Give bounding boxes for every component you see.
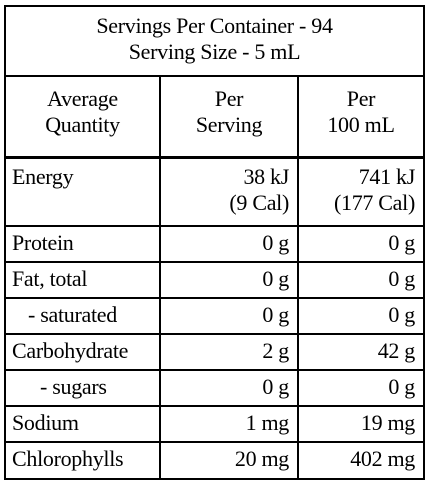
nutrient-label: Protein xyxy=(6,226,160,263)
nutrient-label: Energy xyxy=(6,157,160,227)
per-100ml-value: 42 g xyxy=(298,334,423,371)
per-100ml-value: 0 g xyxy=(298,226,423,263)
table-row: Sodium 1 mg 19 mg xyxy=(6,406,423,443)
per-100ml-value: 0 g xyxy=(298,262,423,299)
nutrient-label: Sodium xyxy=(6,406,160,443)
column-header-text: Quantity xyxy=(45,112,120,137)
table-row: Chlorophylls 20 mg 402 mg xyxy=(6,442,423,478)
per-serving-value: 0 g xyxy=(159,226,299,263)
column-header-text: 100 mL xyxy=(327,112,395,137)
nutrient-label: Carbohydrate xyxy=(6,334,160,371)
column-header-text: Serving xyxy=(195,112,263,137)
column-header-text: Average xyxy=(47,86,118,111)
energy-kj: 741 kJ xyxy=(358,163,416,189)
per-serving-value: 0 g xyxy=(159,298,299,335)
energy-per-serving: 38 kJ (9 Cal) xyxy=(159,157,299,227)
nutrient-label: - saturated xyxy=(6,298,160,335)
column-header-per-100ml: Per 100 mL xyxy=(298,77,423,159)
energy-kj: 38 kJ xyxy=(243,163,289,189)
nutrient-label: Chlorophylls xyxy=(12,446,124,471)
table-row-energy: Energy 38 kJ (9 Cal) 741 kJ (177 Cal) xyxy=(6,157,423,227)
per-100ml-value: 0 g xyxy=(298,370,423,407)
table-row: Fat, total 0 g 0 g xyxy=(6,262,423,299)
column-header-row: Average Quantity Per Serving Per 100 mL xyxy=(6,77,423,159)
servings-per-container: Servings Per Container - 94 xyxy=(96,13,333,38)
column-header-text: Per xyxy=(214,86,244,111)
servings-header: Servings Per Container - 94 Serving Size… xyxy=(6,7,423,77)
per-serving-value: 0 g xyxy=(159,262,299,299)
table-row: Carbohydrate 2 g 42 g xyxy=(6,334,423,371)
per-serving-value: 20 mg xyxy=(159,442,299,478)
energy-cal: (9 Cal) xyxy=(229,189,289,215)
table-row: - saturated 0 g 0 g xyxy=(6,298,423,335)
per-serving-value: 2 g xyxy=(159,334,299,371)
column-header-text: Per xyxy=(346,86,376,111)
column-header-per-serving: Per Serving xyxy=(159,77,299,159)
column-header-average-quantity: Average Quantity xyxy=(6,77,160,159)
per-100ml-value: 19 mg xyxy=(298,406,423,443)
per-100ml-value: 402 mg xyxy=(350,446,415,471)
table-row: - sugars 0 g 0 g xyxy=(6,370,423,407)
energy-per-100ml: 741 kJ (177 Cal) xyxy=(298,157,423,227)
energy-cal: (177 Cal) xyxy=(333,189,415,215)
nutrition-panel: Servings Per Container - 94 Serving Size… xyxy=(4,5,425,480)
per-serving-value: 1 mg xyxy=(159,406,299,443)
serving-size: Serving Size - 5 mL xyxy=(128,39,301,64)
nutrition-table: Average Quantity Per Serving Per 100 mL … xyxy=(6,77,423,478)
nutrient-label: Fat, total xyxy=(6,262,160,299)
per-100ml-value: 0 g xyxy=(298,298,423,335)
nutrient-label: - sugars xyxy=(6,370,160,407)
per-serving-value: 0 g xyxy=(159,370,299,407)
table-row: Protein 0 g 0 g xyxy=(6,226,423,263)
